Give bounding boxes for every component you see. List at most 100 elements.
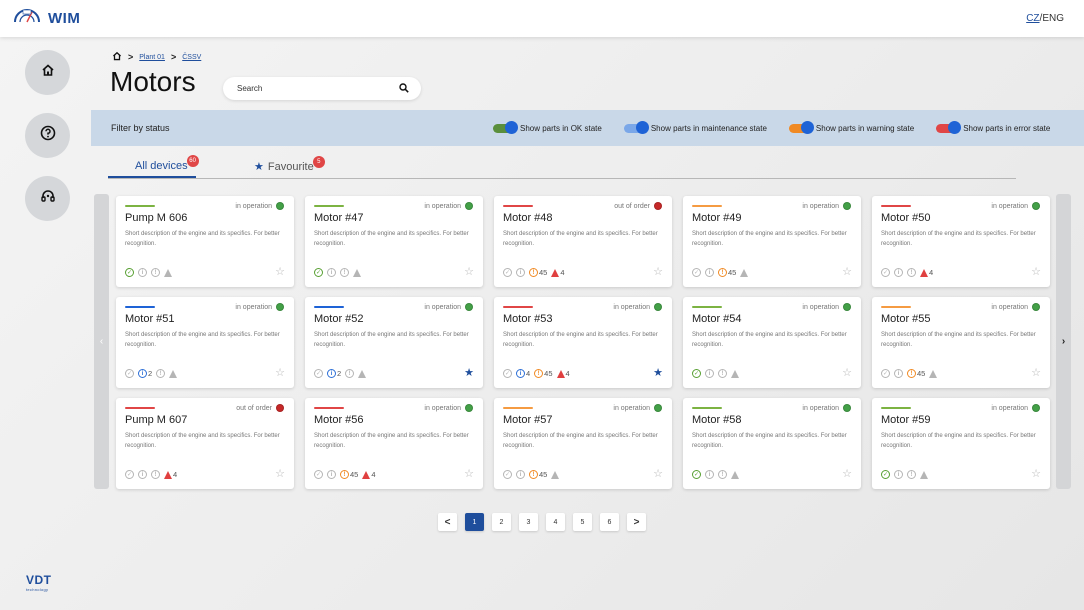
device-card[interactable]: in operation Motor #59 Short description o…	[872, 398, 1050, 489]
error-triangle-icon	[731, 470, 739, 479]
favourite-star-icon[interactable]: ☆	[842, 266, 852, 278]
rail-support-button[interactable]	[25, 176, 70, 221]
device-card[interactable]: out of order Pump M 607 Short description …	[116, 398, 294, 489]
page-button[interactable]: 2	[492, 513, 511, 531]
pagination-next-button[interactable]: >	[627, 513, 646, 531]
breadcrumb-cssv-link[interactable]: ČSSV	[182, 53, 202, 61]
star-icon: ★	[254, 161, 264, 173]
favourite-star-icon[interactable]: ☆	[842, 367, 852, 379]
warning-indicator: !	[718, 369, 727, 378]
favourite-star-icon[interactable]: ☆	[653, 468, 663, 480]
carousel-next-button[interactable]: ›	[1056, 194, 1071, 489]
device-card[interactable]: in operation Motor #49 Short description o…	[683, 196, 861, 287]
toggle-knob	[800, 121, 814, 134]
device-card[interactable]: in operation Motor #58 Short description o…	[683, 398, 861, 489]
device-card[interactable]: in operation Motor #52 Short description o…	[305, 297, 483, 388]
favourite-star-icon[interactable]: ☆	[464, 266, 474, 278]
error-indicator: 4	[920, 268, 933, 277]
device-description: Short description of the engine and its …	[692, 231, 847, 247]
breadcrumb-separator: >	[170, 52, 177, 62]
state-indicators: ✓ i!	[692, 369, 739, 378]
operation-status: in operation	[991, 303, 1040, 311]
favourite-star-icon[interactable]: ☆	[275, 468, 285, 480]
status-dot-icon	[843, 202, 851, 210]
status-color-bar	[314, 306, 344, 308]
lang-cz-link[interactable]: CZ	[1026, 13, 1040, 24]
device-card[interactable]: out of order Motor #48 Short description o…	[494, 196, 672, 287]
status-dot-icon	[276, 202, 284, 210]
operation-status-text: out of order	[236, 404, 272, 412]
operation-status: out of order	[236, 404, 284, 412]
status-toggle[interactable]: Show parts in warning state	[788, 121, 914, 134]
device-card[interactable]: in operation Motor #54 Short description o…	[683, 297, 861, 388]
state-indicators: ✓ i! 45	[692, 268, 749, 277]
status-dot-icon	[843, 303, 851, 311]
ok-check-icon: ✓	[881, 268, 890, 277]
rail-help-button[interactable]	[25, 113, 70, 158]
tab-favourite[interactable]: ★ Favourite 5	[254, 155, 325, 173]
page-button[interactable]: 1	[465, 513, 484, 531]
error-count: 4	[560, 268, 565, 277]
info-icon: i	[894, 470, 903, 479]
error-indicator: 4	[164, 470, 177, 479]
breadcrumb-plant-link[interactable]: Plant 01	[139, 53, 165, 61]
favourite-star-icon[interactable]: ☆	[464, 468, 474, 480]
state-indicators: ✓ i! 45	[881, 369, 938, 378]
favourite-star-icon[interactable]: ☆	[1031, 367, 1041, 379]
warning-icon: !	[340, 268, 349, 277]
favourite-star-icon[interactable]: ☆	[275, 367, 285, 379]
breadcrumb-home-icon[interactable]	[112, 51, 122, 63]
favourite-star-icon[interactable]: ☆	[653, 266, 663, 278]
rail-home-button[interactable]	[25, 50, 70, 95]
status-toggle[interactable]: Show parts in OK state	[493, 121, 602, 134]
status-toggle[interactable]: Show parts in error state	[936, 121, 1050, 134]
device-card[interactable]: in operation Motor #57 Short description o…	[494, 398, 672, 489]
device-description: Short description of the engine and its …	[503, 332, 658, 348]
device-name: Motor #54	[692, 313, 742, 325]
brand[interactable]: WIM	[12, 8, 80, 29]
error-triangle-icon	[551, 470, 560, 479]
error-indicator	[740, 268, 749, 277]
page-button[interactable]: 5	[573, 513, 592, 531]
page-button[interactable]: 4	[546, 513, 565, 531]
device-description: Short description of the engine and its …	[314, 332, 469, 348]
carousel-prev-button[interactable]: ‹	[94, 194, 109, 489]
device-card[interactable]: in operation Motor #51 Short description o…	[116, 297, 294, 388]
status-dot-icon	[654, 303, 662, 311]
app-name: WIM	[48, 10, 81, 27]
status-dot-icon	[465, 202, 473, 210]
home-icon	[41, 63, 55, 82]
favourite-star-icon[interactable]: ☆	[1031, 266, 1041, 278]
favourite-star-icon[interactable]: ★	[464, 367, 474, 379]
state-indicators: ✓ i!	[881, 470, 928, 479]
search-icon[interactable]	[399, 80, 409, 98]
tab-all-devices[interactable]: All devices 60	[135, 155, 199, 172]
status-dot-icon	[1032, 202, 1040, 210]
device-card[interactable]: in operation Pump M 606 Short description …	[116, 196, 294, 287]
page-button[interactable]: 3	[519, 513, 538, 531]
ok-check-icon: ✓	[692, 369, 701, 378]
device-card[interactable]: in operation Motor #56 Short description o…	[305, 398, 483, 489]
warning-icon: !	[718, 369, 727, 378]
favourite-star-icon[interactable]: ☆	[842, 468, 852, 480]
favourite-star-icon[interactable]: ☆	[1031, 468, 1041, 480]
device-card[interactable]: in operation Motor #50 Short description o…	[872, 196, 1050, 287]
maintenance-indicator: i	[894, 470, 903, 479]
favourite-star-icon[interactable]: ☆	[275, 266, 285, 278]
page-button[interactable]: 6	[600, 513, 619, 531]
operation-status: in operation	[802, 404, 851, 412]
warning-count: 45	[917, 369, 926, 378]
status-toggle[interactable]: Show parts in maintenance state	[623, 121, 767, 134]
operation-status: in operation	[613, 404, 662, 412]
search-input[interactable]	[237, 84, 377, 93]
device-card[interactable]: in operation Motor #47 Short description o…	[305, 196, 483, 287]
device-description: Short description of the engine and its …	[503, 231, 658, 247]
device-card[interactable]: in operation Motor #55 Short description o…	[872, 297, 1050, 388]
lang-eng-link[interactable]: ENG	[1042, 13, 1064, 24]
favourite-star-icon[interactable]: ★	[653, 367, 663, 379]
device-card[interactable]: in operation Motor #53 Short description o…	[494, 297, 672, 388]
pagination-prev-button[interactable]: <	[438, 513, 457, 531]
filter-toggles: Show parts in OK state Show parts in main…	[493, 121, 1072, 134]
error-indicator	[929, 369, 938, 378]
